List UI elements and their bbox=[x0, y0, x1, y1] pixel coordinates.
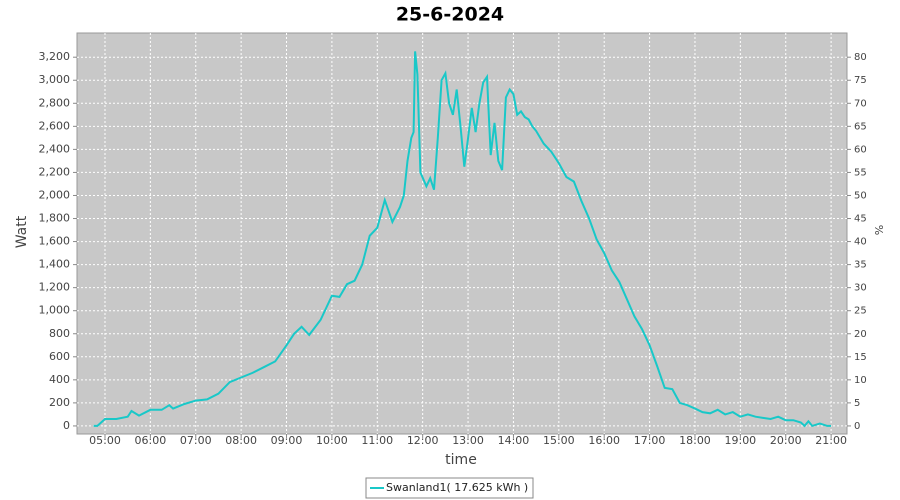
x-tick-label: 20:00 bbox=[770, 434, 802, 447]
y-tick-label: 600 bbox=[49, 350, 70, 363]
legend bbox=[365, 477, 534, 499]
y-tick-label: 1,600 bbox=[39, 235, 71, 248]
x-tick-label: 10:00 bbox=[316, 434, 348, 447]
y2-tick-label: 25 bbox=[854, 306, 867, 317]
y2-tick-label: 5 bbox=[854, 398, 860, 409]
x-tick-label: 07:00 bbox=[180, 434, 212, 447]
y2-tick-label: 65 bbox=[854, 121, 867, 132]
x-axis-label: time bbox=[445, 452, 477, 468]
y-tick-label: 1,200 bbox=[39, 281, 71, 294]
x-tick-label: 12:00 bbox=[407, 434, 439, 447]
x-tick-label: 14:00 bbox=[498, 434, 530, 447]
y2-tick-label: 0 bbox=[854, 421, 860, 432]
x-tick-label: 21:00 bbox=[815, 434, 847, 447]
x-tick-label: 16:00 bbox=[588, 434, 620, 447]
y-tick-label: 1,400 bbox=[39, 258, 71, 271]
x-tick-label: 11:00 bbox=[361, 434, 393, 447]
x-tick-label: 06:00 bbox=[135, 434, 167, 447]
y2-axis-label: % bbox=[873, 225, 886, 235]
y-tick-label: 2,200 bbox=[39, 165, 71, 178]
x-tick-label: 19:00 bbox=[724, 434, 756, 447]
y2-tick-label: 50 bbox=[854, 190, 867, 201]
y2-tick-label: 60 bbox=[854, 144, 867, 155]
y2-tick-label: 40 bbox=[854, 237, 867, 248]
y-tick-label: 400 bbox=[49, 373, 70, 386]
legend-label: Swanland1( 17.625 kWh ) bbox=[386, 481, 528, 494]
y2-tick-label: 55 bbox=[854, 167, 867, 178]
y2-tick-label: 45 bbox=[854, 214, 867, 225]
y-tick-label: 2,000 bbox=[39, 188, 71, 201]
y2-tick-label: 15 bbox=[854, 352, 867, 363]
plot-area bbox=[76, 32, 848, 435]
y-tick-label: 800 bbox=[49, 327, 70, 340]
y2-tick-label: 75 bbox=[854, 75, 867, 86]
y-axis-label: Watt bbox=[14, 215, 30, 248]
x-tick-label: 08:00 bbox=[225, 434, 257, 447]
y-tick-label: 2,400 bbox=[39, 142, 71, 155]
x-tick-label: 13:00 bbox=[452, 434, 484, 447]
y-tick-label: 2,800 bbox=[39, 96, 71, 109]
y-tick-label: 200 bbox=[49, 396, 70, 409]
x-tick-label: 18:00 bbox=[679, 434, 711, 447]
x-tick-label: 17:00 bbox=[634, 434, 666, 447]
y2-tick-label: 20 bbox=[854, 329, 867, 340]
y-tick-label: 3,000 bbox=[39, 73, 71, 86]
y2-tick-label: 80 bbox=[854, 52, 867, 63]
y2-tick-label: 10 bbox=[854, 375, 867, 386]
y2-tick-label: 70 bbox=[854, 98, 867, 109]
x-tick-label: 09:00 bbox=[271, 434, 303, 447]
y-tick-label: 1,800 bbox=[39, 212, 71, 225]
y-tick-label: 3,200 bbox=[39, 50, 71, 63]
x-tick-label: 05:00 bbox=[89, 434, 121, 447]
chart-title: 25-6-2024 bbox=[396, 4, 504, 26]
series-line bbox=[93, 51, 832, 428]
y2-tick-label: 30 bbox=[854, 283, 867, 294]
y2-tick-label: 35 bbox=[854, 260, 867, 271]
y-tick-label: 1,000 bbox=[39, 304, 71, 317]
x-tick-label: 15:00 bbox=[543, 434, 575, 447]
y-tick-label: 0 bbox=[63, 419, 70, 432]
y-tick-label: 2,600 bbox=[39, 119, 71, 132]
